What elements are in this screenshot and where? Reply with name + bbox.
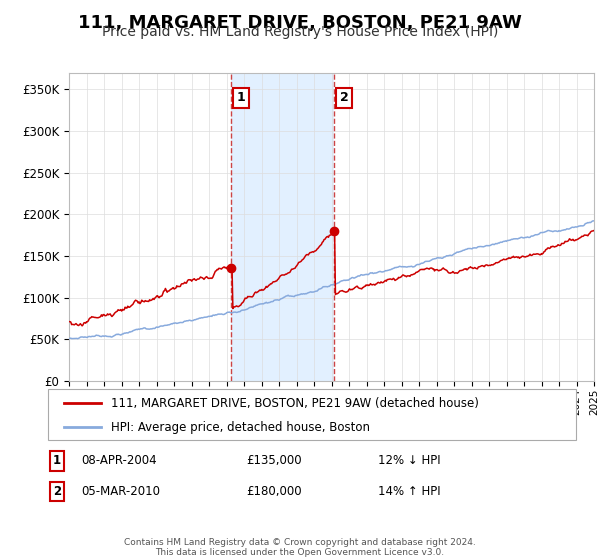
- Text: £180,000: £180,000: [246, 485, 302, 498]
- Text: Contains HM Land Registry data © Crown copyright and database right 2024.
This d: Contains HM Land Registry data © Crown c…: [124, 538, 476, 557]
- Text: 2: 2: [53, 485, 61, 498]
- Text: Price paid vs. HM Land Registry's House Price Index (HPI): Price paid vs. HM Land Registry's House …: [102, 25, 498, 39]
- Text: 14% ↑ HPI: 14% ↑ HPI: [378, 485, 440, 498]
- Text: 08-APR-2004: 08-APR-2004: [81, 454, 157, 468]
- Bar: [231, 73, 334, 381]
- Text: 1: 1: [53, 454, 61, 468]
- Text: 05-MAR-2010: 05-MAR-2010: [81, 485, 160, 498]
- Text: 111, MARGARET DRIVE, BOSTON, PE21 9AW (detached house): 111, MARGARET DRIVE, BOSTON, PE21 9AW (d…: [112, 397, 479, 410]
- Text: £135,000: £135,000: [246, 454, 302, 468]
- Text: HPI: Average price, detached house, Boston: HPI: Average price, detached house, Bost…: [112, 421, 370, 433]
- Text: 111, MARGARET DRIVE, BOSTON, PE21 9AW: 111, MARGARET DRIVE, BOSTON, PE21 9AW: [78, 14, 522, 32]
- Text: 12% ↓ HPI: 12% ↓ HPI: [378, 454, 440, 468]
- Text: 2: 2: [340, 91, 349, 104]
- Text: 1: 1: [236, 91, 245, 104]
